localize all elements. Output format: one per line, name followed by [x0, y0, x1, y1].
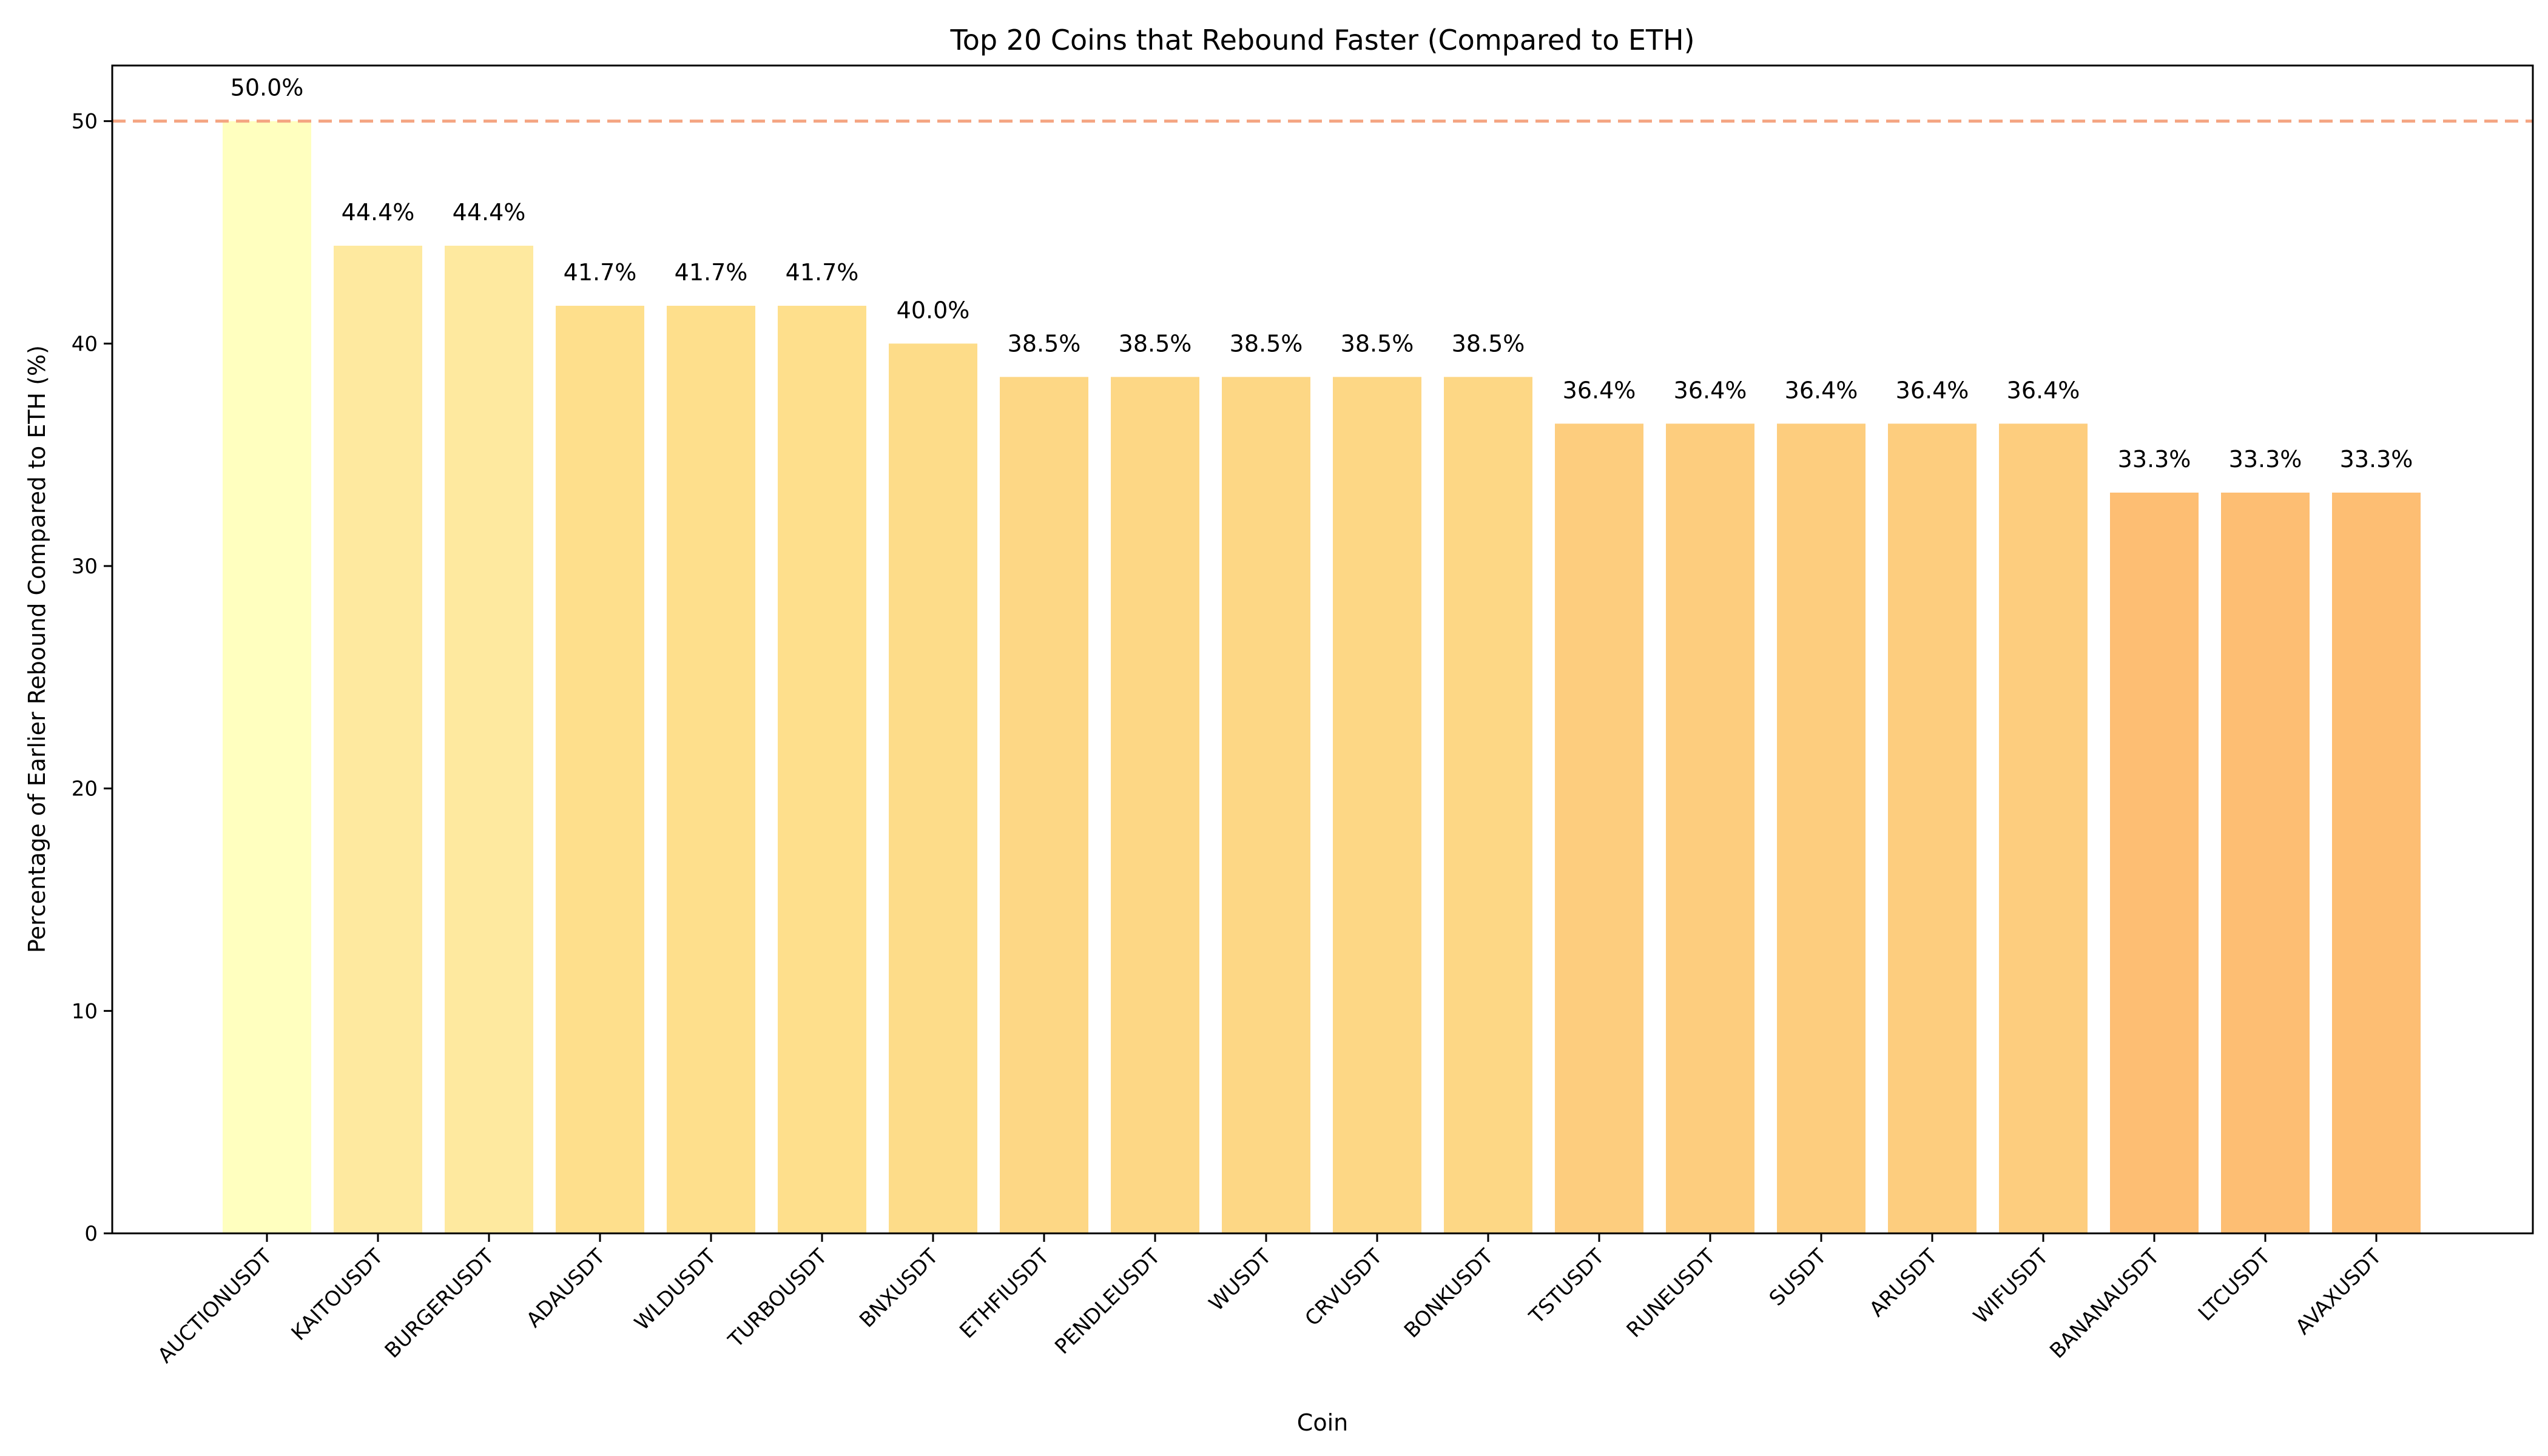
data-label: 36.4% — [2007, 377, 2080, 403]
axes-frame — [111, 64, 2534, 1235]
data-label: 44.4% — [342, 199, 415, 226]
bar-kaitousdt — [334, 246, 422, 1233]
y-tick-label: 20 — [72, 777, 98, 801]
data-label: 33.3% — [2118, 446, 2191, 473]
data-label: 44.4% — [453, 199, 526, 226]
y-tick-label: 40 — [72, 332, 98, 356]
data-label: 38.5% — [1341, 330, 1414, 357]
bar-tstusdt — [1555, 423, 1643, 1234]
bar-adausdt — [556, 306, 644, 1233]
data-label: 36.4% — [1563, 377, 1636, 403]
data-label: 38.5% — [1119, 330, 1192, 357]
bar-pendleusdt — [1111, 377, 1199, 1234]
data-label: 36.4% — [1896, 377, 1969, 403]
data-label: 40.0% — [897, 297, 970, 323]
bar-crvusdt — [1333, 377, 1421, 1234]
data-label: 50.0% — [231, 75, 304, 101]
x-axis-title: Coin — [1297, 1409, 1348, 1436]
data-label: 38.5% — [1230, 330, 1303, 357]
bar-bnxusdt — [889, 343, 977, 1234]
bar-wldusdt — [667, 306, 755, 1233]
bar-bonkusdt — [1444, 377, 1532, 1234]
data-label: 41.7% — [564, 259, 637, 286]
bar-auctionusdt — [223, 121, 311, 1234]
bar-wifusdt — [1999, 423, 2088, 1234]
bar-avaxusdt — [2332, 493, 2421, 1233]
data-label: 36.4% — [1674, 377, 1747, 403]
bar-burgerusdt — [445, 246, 533, 1233]
data-label: 38.5% — [1008, 330, 1081, 357]
bar-arusdt — [1888, 423, 1977, 1234]
data-label: 33.3% — [2229, 446, 2302, 473]
y-tick-label: 50 — [72, 110, 98, 134]
y-tick-label: 0 — [84, 1222, 98, 1246]
y-axis-title: Percentage of Earlier Rebound Compared t… — [24, 345, 50, 953]
data-label: 33.3% — [2340, 446, 2413, 473]
chart-title: Top 20 Coins that Rebound Faster (Compar… — [949, 24, 1694, 56]
data-label: 38.5% — [1452, 330, 1525, 357]
bar-bananausdt — [2110, 493, 2199, 1233]
bar-turbousdt — [778, 306, 866, 1233]
data-label: 36.4% — [1785, 377, 1858, 403]
bar-ltcusdt — [2221, 493, 2310, 1233]
y-tick-label: 10 — [72, 999, 98, 1023]
bar-ethfiusdt — [1000, 377, 1088, 1234]
bar-runeusdt — [1666, 423, 1754, 1234]
data-label: 41.7% — [675, 259, 748, 286]
bar-wusdt — [1222, 377, 1310, 1234]
data-label: 41.7% — [786, 259, 859, 286]
y-tick-label: 30 — [72, 554, 98, 579]
bar-susdt — [1777, 423, 1866, 1234]
